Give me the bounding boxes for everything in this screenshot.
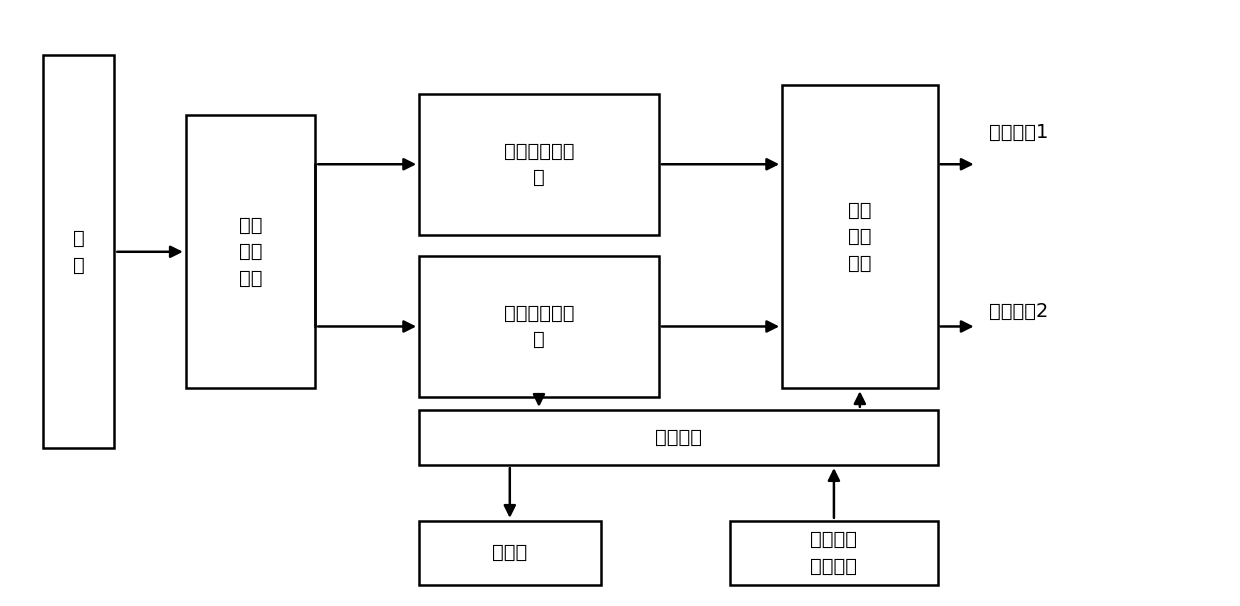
FancyBboxPatch shape [419,410,937,465]
Text: 指示灯: 指示灯 [492,543,527,562]
FancyBboxPatch shape [419,521,600,585]
Text: 电压输出1: 电压输出1 [990,123,1049,142]
Text: 第二线性稳压
器: 第二线性稳压 器 [503,304,574,349]
FancyBboxPatch shape [730,521,937,585]
Text: 电
池: 电 池 [73,229,84,275]
FancyBboxPatch shape [186,115,315,388]
Text: 电路
保护
单元: 电路 保护 单元 [239,216,262,288]
FancyBboxPatch shape [782,85,937,388]
Text: 开关型霍
尔传感器: 开关型霍 尔传感器 [811,530,857,576]
Text: 第一线性稳压
器: 第一线性稳压 器 [503,142,574,187]
Text: 电压输出2: 电压输出2 [990,302,1049,321]
FancyBboxPatch shape [419,94,658,235]
FancyBboxPatch shape [43,55,114,448]
Text: 微控制器: 微控制器 [655,428,702,447]
FancyBboxPatch shape [419,256,658,397]
Text: 开关
控制
单元: 开关 控制 单元 [848,201,872,273]
